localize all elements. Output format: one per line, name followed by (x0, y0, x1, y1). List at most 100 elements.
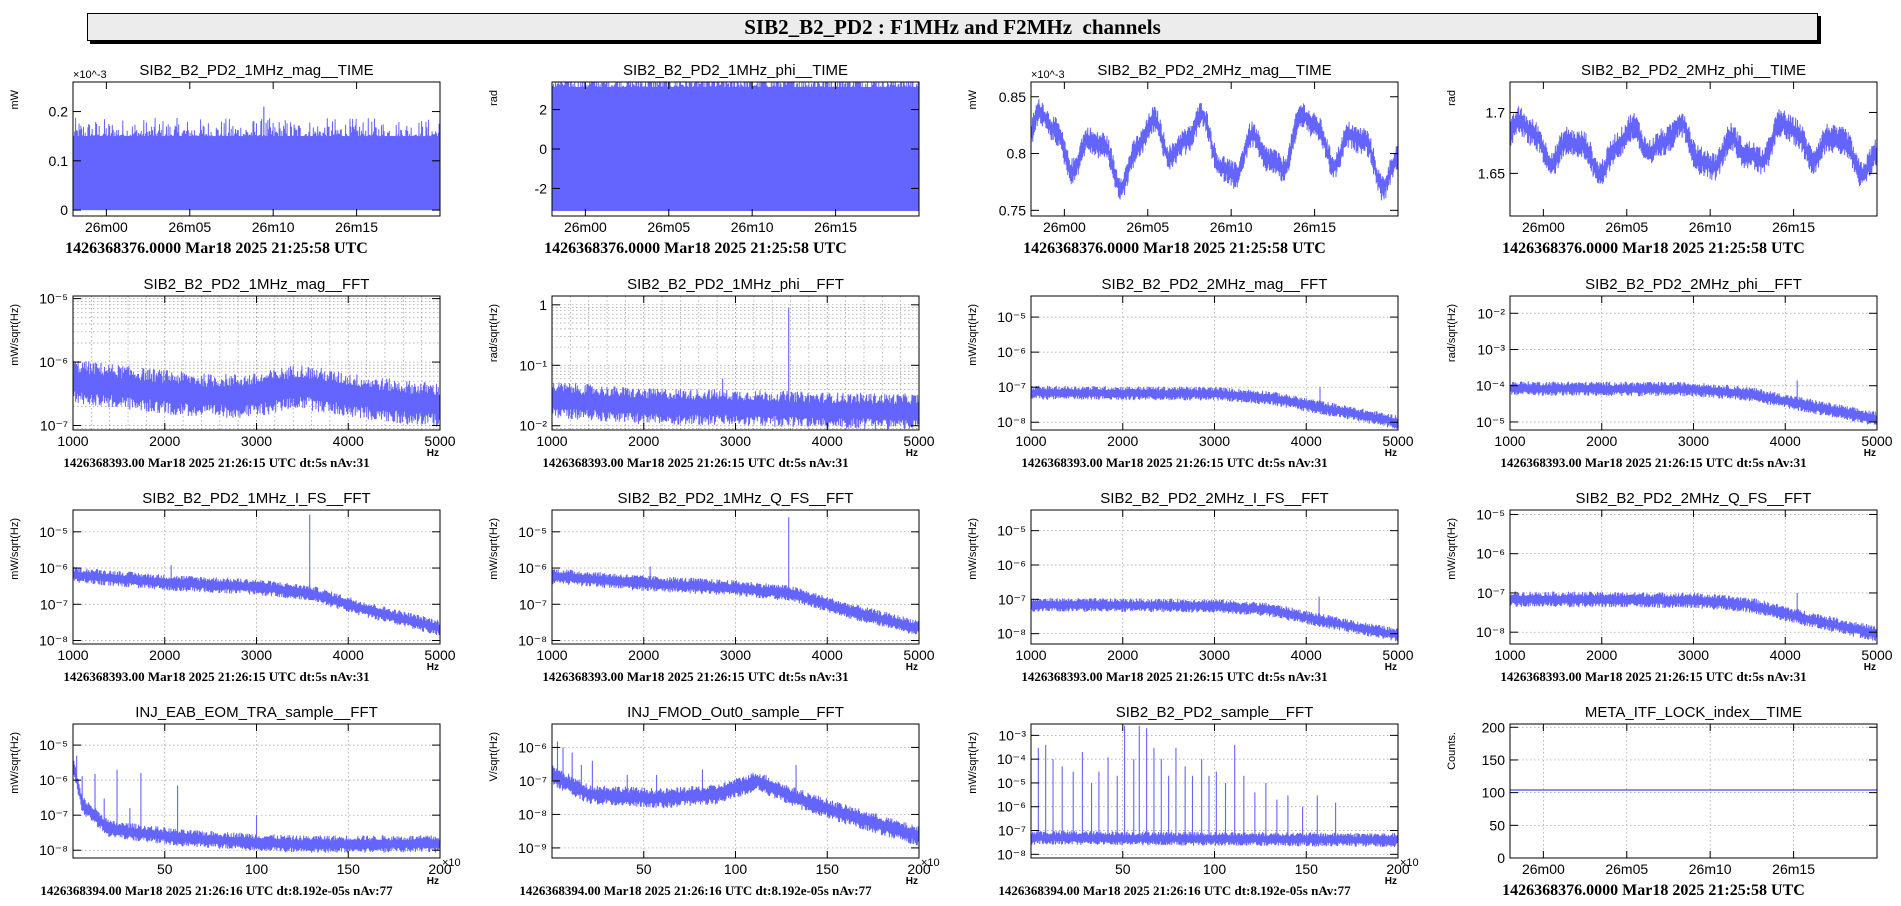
y-tick-label: 0.85 (999, 89, 1026, 105)
y-tick-label: 1.7 (1486, 104, 1506, 120)
y-tick-label: 10⁻⁵ (1476, 414, 1505, 430)
y-tick-label: 2 (539, 102, 547, 118)
x-tick-label: 26m00 (1522, 861, 1565, 877)
x-tick-label: 1000 (57, 433, 88, 449)
series-line (1509, 106, 1878, 187)
series-band (552, 87, 919, 211)
series-band (73, 136, 440, 211)
y-tick-label: 10⁻⁵ (1476, 506, 1505, 522)
x-tick-label: 4000 (1770, 647, 1801, 663)
x-tick-label: 2000 (1107, 433, 1138, 449)
y-tick-label: 10⁻³ (998, 727, 1026, 743)
x-tick-label: 2000 (149, 433, 180, 449)
y-tick-label: 100 (1482, 785, 1506, 801)
x-tick-label: 200 (428, 861, 452, 877)
x-tick-label: 26m15 (335, 219, 378, 235)
plot-frame (1509, 81, 1878, 217)
y-tick-label: 10⁻⁷ (40, 807, 68, 823)
chart-footer: 1426368393.00 Mar18 2025 21:26:15 UTC dt… (1500, 455, 1806, 470)
y-tick-label: 10⁻¹ (519, 357, 547, 373)
x-tick-label: 26m00 (1522, 219, 1565, 235)
y-axis-label: V/sqrt(Hz) (488, 732, 500, 782)
y-tick-label: 10⁻⁷ (519, 773, 547, 789)
x-tick-label: 26m10 (1689, 219, 1732, 235)
plot-frame (72, 81, 441, 217)
y-tick-label: 0.8 (1007, 146, 1027, 162)
x-axis-unit: Hz (1864, 448, 1876, 459)
y-tick-label: 200 (1482, 719, 1506, 735)
chart-title: SIB2_B2_PD2_1MHz_Q_FS__FFT (618, 490, 854, 507)
y-tick-label: 0 (60, 202, 68, 218)
series-line (551, 569, 920, 635)
x-tick-label: 150 (1295, 861, 1319, 877)
y-tick-label: 10⁻⁵ (997, 775, 1026, 791)
series-line (72, 756, 441, 853)
y-tick-label: 10⁻⁹ (518, 840, 547, 856)
x-tick-label: 2000 (1107, 647, 1138, 663)
x-tick-label: 1000 (536, 433, 567, 449)
chart-panel: 26m00 26m05 26m10 26m15 0 50 100 150 200 META_ITF… (1446, 704, 1878, 899)
chart-footer: 1426368393.00 Mar18 2025 21:26:15 UTC dt… (1021, 669, 1327, 684)
chart-footer: 1426368393.00 Mar18 2025 21:26:15 UTC dt… (63, 669, 369, 684)
chart-panel: 1000 2000 3000 4000 5000 10⁻⁵ 10⁻⁴ 10⁻³ 10⁻² SIB2… (1446, 276, 1893, 470)
y-tick-label: 10⁻⁵ (518, 524, 547, 540)
x-tick-label: 4000 (333, 647, 364, 663)
y-axis-label: mW/sqrt(Hz) (9, 304, 21, 366)
x-axis-unit: Hz (1385, 876, 1397, 887)
y-tick-label: 10⁻⁶ (997, 799, 1026, 815)
chart-panel: 1000 2000 3000 4000 5000 10⁻⁸ 10⁻⁷ 10⁻⁶ 10⁻⁵ SIB2… (1446, 490, 1893, 684)
x-tick-label: 1000 (1494, 647, 1525, 663)
y-tick-label: 10⁻⁵ (997, 523, 1026, 539)
y-tick-label: 1.65 (1478, 165, 1505, 181)
y-tick-label: 10⁻⁷ (40, 418, 68, 434)
chart-title: META_ITF_LOCK_index__TIME (1585, 704, 1802, 721)
series-line (72, 566, 441, 636)
y-axis-label: mW/sqrt(Hz) (967, 732, 979, 794)
y-axis-label: rad (1446, 90, 1458, 106)
y-axis-label: rad/sqrt(Hz) (488, 304, 500, 362)
chart-title: INJ_EAB_EOM_TRA_sample__FFT (135, 704, 378, 721)
chart-title: SIB2_B2_PD2_sample__FFT (1116, 704, 1314, 721)
y-tick-label: 10⁻⁶ (518, 739, 547, 755)
chart-footer: 1426368394.00 Mar18 2025 21:26:16 UTC dt… (519, 883, 872, 898)
y-tick-label: 0 (539, 141, 547, 157)
x-tick-label: 26m15 (1772, 219, 1815, 235)
series-line (551, 765, 920, 846)
banner-title: SIB2_B2_PD2 : F1MHz and F2MHz channels (744, 15, 1161, 39)
y-tick-label: 0.75 (999, 202, 1026, 218)
chart-title: SIB2_B2_PD2_1MHz_mag__FFT (144, 276, 370, 293)
y-axis-label: mW/sqrt(Hz) (488, 518, 500, 580)
chart-panel: 26m00 26m05 26m10 26m15 -2 0 2 SIB2_B2_PD2_1MHz… (488, 62, 920, 257)
x-tick-label: 1000 (1494, 433, 1525, 449)
x-axis-unit: Hz (906, 448, 918, 459)
x-multiplier: ×10 (921, 857, 940, 869)
chart-title: SIB2_B2_PD2_2MHz_mag__TIME (1097, 62, 1331, 79)
y-tick-label: 0.2 (49, 104, 69, 120)
y-tick-label: 10⁻⁷ (998, 591, 1026, 607)
series-line (1030, 597, 1399, 642)
x-tick-label: 150 (816, 861, 840, 877)
chart-title: SIB2_B2_PD2_2MHz_phi__FFT (1585, 276, 1802, 293)
y-axis-label: mW/sqrt(Hz) (9, 732, 21, 794)
x-tick-label: 3000 (1678, 433, 1709, 449)
chart-footer: 1426368393.00 Mar18 2025 21:26:15 UTC dt… (1021, 455, 1327, 470)
series-line (72, 360, 441, 427)
y-axis-label: rad/sqrt(Hz) (1446, 304, 1458, 362)
y-multiplier: ×10^-3 (73, 69, 107, 81)
chart-footer: 1426368393.00 Mar18 2025 21:26:15 UTC dt… (542, 455, 848, 470)
y-tick-label: 10⁻⁵ (39, 291, 68, 307)
x-tick-label: 26m10 (1210, 219, 1253, 235)
y-tick-label: 10⁻⁸ (518, 632, 547, 648)
x-tick-label: 26m10 (252, 219, 295, 235)
y-tick-label: 10⁻⁶ (39, 772, 68, 788)
y-axis-label: mW (9, 89, 21, 109)
y-axis-label: mW/sqrt(Hz) (1446, 518, 1458, 580)
chart-footer: 1426368393.00 Mar18 2025 21:26:15 UTC dt… (1500, 669, 1806, 684)
x-tick-label: 4000 (333, 433, 364, 449)
banner: SIB2_B2_PD2 : F1MHz and F2MHz channels (87, 13, 1818, 41)
x-tick-label: 2000 (1586, 433, 1617, 449)
x-axis-unit: Hz (1385, 448, 1397, 459)
x-tick-label: 3000 (720, 647, 751, 663)
x-tick-label: 3000 (241, 433, 272, 449)
